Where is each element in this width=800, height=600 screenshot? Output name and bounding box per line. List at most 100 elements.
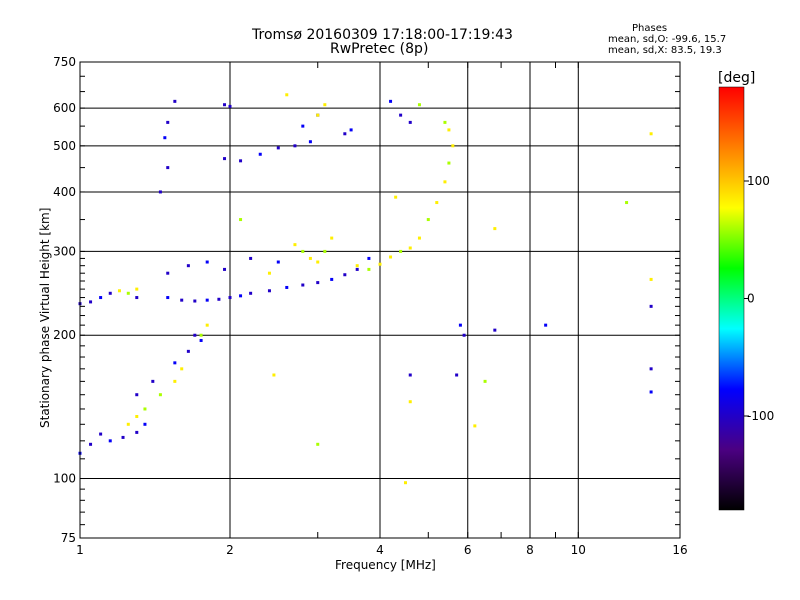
o-mode-point [455, 373, 459, 377]
o-mode-point [121, 435, 125, 439]
colorbar-tick-label: 0 [747, 292, 755, 306]
o-mode-point [193, 299, 197, 303]
x-mode-point [158, 393, 162, 397]
x-mode-point [417, 236, 421, 240]
x-mode-point [443, 120, 447, 124]
o-mode-point [249, 256, 253, 260]
o-mode-point [223, 267, 227, 271]
x-mode-point [316, 260, 320, 264]
y-tick-label: 750 [53, 55, 76, 69]
x-mode-point [143, 407, 147, 411]
x-mode-point [301, 249, 305, 253]
o-mode-point [276, 146, 280, 150]
x-mode-point [267, 271, 271, 275]
y-tick-label: 300 [53, 244, 76, 258]
o-mode-point [399, 113, 403, 117]
x-mode-point [435, 201, 439, 205]
stats-x-mode: mean, sd,X: 83.5, 19.3 [608, 45, 722, 56]
o-mode-point [99, 296, 103, 300]
o-mode-point [89, 442, 93, 446]
data-points [78, 93, 653, 485]
o-mode-point [389, 99, 393, 103]
o-mode-point [239, 294, 243, 298]
o-mode-point [173, 99, 177, 103]
colorbar: 100 0 -100 [718, 86, 774, 511]
o-mode-point [408, 373, 412, 377]
o-mode-point [180, 298, 184, 302]
x-mode-point [316, 442, 320, 446]
o-mode-point [186, 349, 190, 353]
o-mode-point [462, 333, 466, 337]
y-tick-label: 500 [53, 139, 76, 153]
o-mode-point [458, 323, 462, 327]
o-mode-point [316, 281, 320, 285]
o-mode-point [217, 297, 221, 301]
o-mode-point [349, 128, 353, 132]
x-mode-point [443, 180, 447, 184]
x-mode-point [293, 243, 297, 247]
o-mode-point [163, 136, 167, 140]
o-mode-point [649, 304, 653, 308]
x-mode-point [447, 128, 451, 132]
o-mode-point [308, 140, 312, 144]
x-mode-point [199, 333, 203, 337]
x-tick-label: 6 [464, 543, 472, 557]
o-mode-point [343, 273, 347, 277]
o-mode-point [355, 267, 359, 271]
o-mode-point [166, 166, 170, 170]
x-axis-label: Frequency [MHz] [335, 558, 436, 572]
x-mode-point [408, 246, 412, 250]
x-mode-point [135, 287, 139, 291]
x-mode-point [473, 424, 477, 428]
x-mode-point [417, 103, 421, 107]
x-mode-point [378, 262, 382, 266]
o-mode-point [228, 296, 232, 300]
o-mode-point [143, 422, 147, 426]
o-mode-point [135, 393, 139, 397]
x-mode-point [239, 218, 243, 222]
o-mode-point [108, 291, 112, 295]
o-mode-point [135, 430, 139, 434]
stats-o-mode: mean, sd,O: -99.6, 15.7 [608, 34, 727, 45]
o-mode-point [330, 277, 334, 281]
x-mode-point [625, 201, 629, 205]
o-mode-point [258, 152, 262, 156]
o-mode-point [99, 432, 103, 436]
x-mode-point [126, 422, 130, 426]
x-mode-point [649, 277, 653, 281]
x-mode-point [173, 379, 177, 383]
o-mode-point [158, 190, 162, 194]
x-mode-point [394, 195, 398, 199]
x-mode-point [451, 144, 455, 148]
o-mode-point [343, 132, 347, 136]
x-mode-point [323, 103, 327, 107]
o-mode-point [166, 296, 170, 300]
o-mode-point [193, 333, 197, 337]
axes: 1 2 4 6 8 10 16 75 100 200 300 400 500 600 750 [53, 55, 688, 557]
o-mode-point [108, 439, 112, 443]
x-mode-point [408, 400, 412, 404]
o-mode-point [199, 338, 203, 342]
x-mode-point [285, 93, 289, 97]
colorbar-tick-label: -100 [747, 409, 774, 423]
o-mode-point [649, 367, 653, 371]
o-mode-point [166, 271, 170, 275]
o-mode-point [239, 159, 243, 163]
colorbar-bar [718, 86, 745, 511]
x-tick-label: 10 [571, 543, 586, 557]
colorbar-tick-label: 100 [747, 174, 770, 188]
o-mode-point [408, 120, 412, 124]
o-mode-point [367, 256, 371, 260]
x-mode-point [126, 291, 130, 295]
y-tick-label: 100 [53, 472, 76, 486]
x-mode-point [135, 414, 139, 418]
x-mode-point [403, 481, 407, 485]
o-mode-point [276, 260, 280, 264]
o-mode-point [223, 157, 227, 161]
x-mode-point [205, 323, 209, 327]
o-mode-point [186, 264, 190, 268]
o-mode-point [151, 379, 155, 383]
x-mode-point [316, 113, 320, 117]
o-mode-point [649, 390, 653, 394]
